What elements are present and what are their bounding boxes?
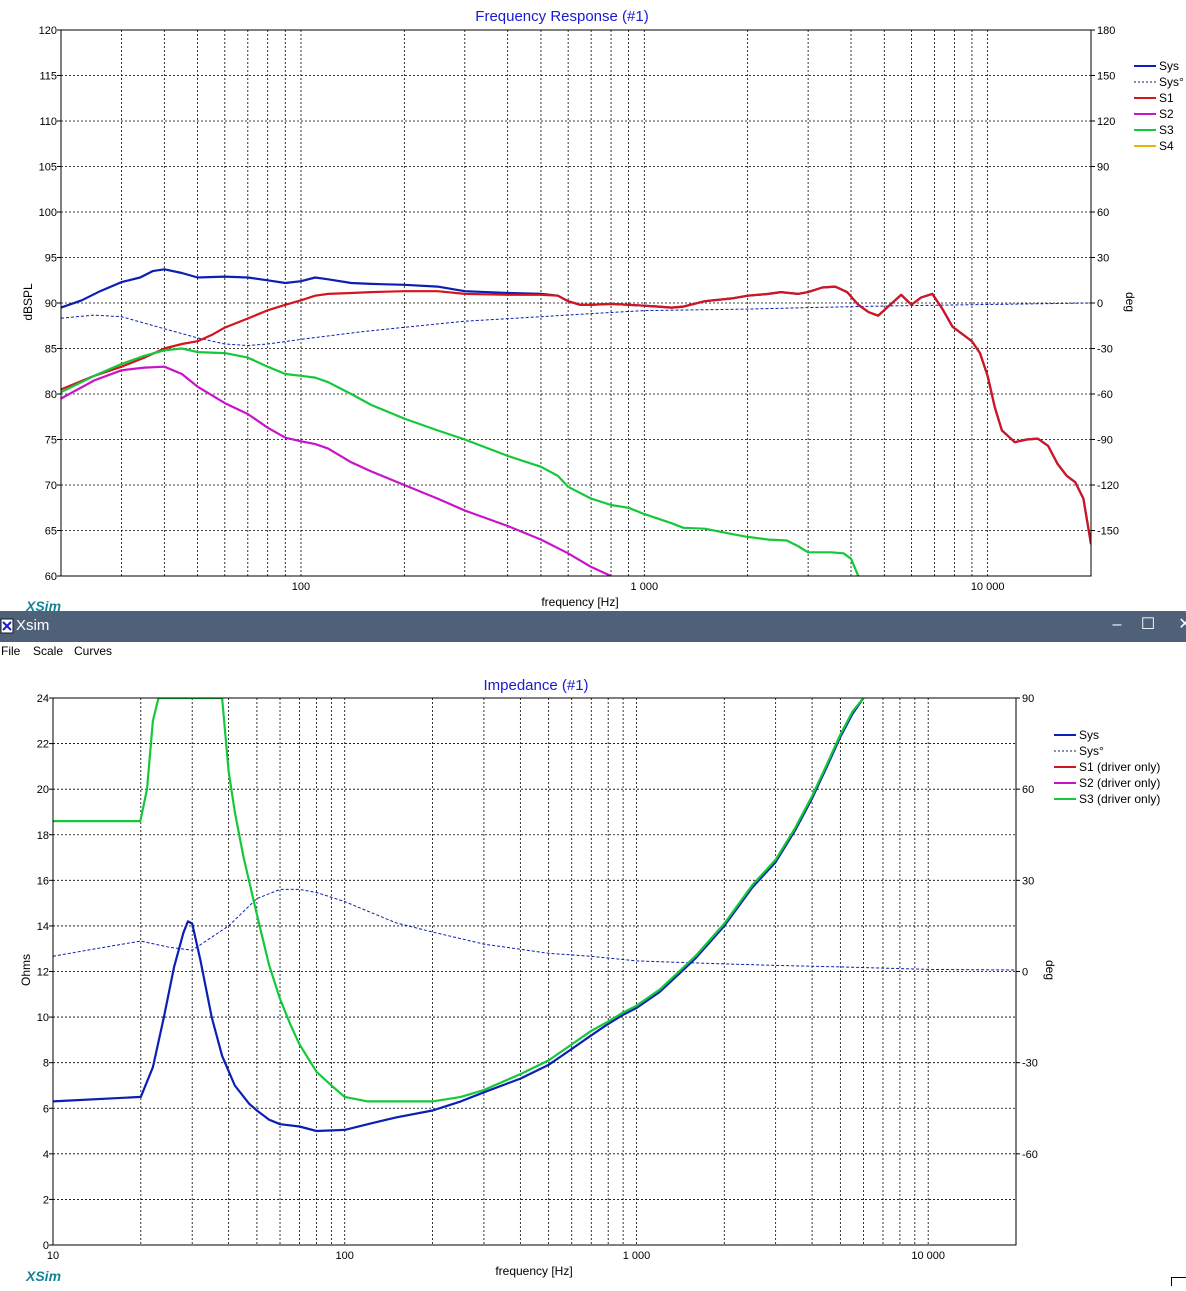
legend-label-4[interactable]: S3 (1159, 123, 1174, 137)
y-tick-label: 60 (45, 571, 57, 583)
y-tick-label: 110 (39, 116, 57, 128)
x-tick-label: 100 (336, 1250, 354, 1262)
legend-label-2[interactable]: S1 (1159, 91, 1174, 105)
plot-frame (52, 697, 1017, 1246)
y2-tick-label: 90 (1097, 162, 1109, 174)
close-button[interactable]: ✕ (1178, 616, 1186, 633)
series-line-2 (61, 285, 1091, 545)
menu-bar: File Scale Curves (0, 642, 1186, 662)
y-tick-label: 12 (37, 967, 49, 979)
x-tick-label: 10 (47, 1250, 59, 1262)
y-tick-label: 95 (45, 253, 57, 265)
series-line-1 (53, 888, 1016, 971)
frequency-response-chart: 60 65 70 75 80 85 90 95 100 105 110 115 120 -150 -120 -… (21, 8, 1184, 609)
y-tick-label: 100 (39, 207, 57, 219)
xsim-app-icon (0, 618, 14, 634)
x-tick-label: 10 000 (971, 581, 1005, 593)
plot-frame (60, 29, 1092, 577)
y-tick-label: 115 (39, 71, 57, 83)
y-tick-label: 22 (37, 739, 49, 751)
y-tick-label: 2 (43, 1194, 49, 1206)
y2-tick-label: 90 (1022, 693, 1034, 705)
y-tick-label: 10 (37, 1012, 49, 1024)
series-line-0 (53, 698, 865, 1133)
y2-tick-label: 150 (1097, 71, 1115, 83)
chart-title: Frequency Response (#1) (475, 8, 648, 25)
legend-label-0[interactable]: Sys (1159, 59, 1179, 73)
series-line-1 (61, 302, 1091, 346)
y-tick-label: 80 (45, 389, 57, 401)
window-title: Xsim (16, 617, 50, 634)
y2-tick-label: 120 (1097, 116, 1115, 128)
y-tick-label: 16 (37, 875, 49, 887)
y2-axis-label: deg (1123, 292, 1137, 312)
y2-tick-label: 180 (1097, 25, 1115, 37)
chart-title: Impedance (#1) (483, 677, 588, 694)
y2-tick-label: 60 (1097, 207, 1109, 219)
legend-label-1[interactable]: Sys° (1079, 744, 1104, 758)
window-titlebar[interactable]: Xsim – ☐ ✕ (0, 611, 1186, 642)
x-tick-label: 100 (292, 581, 310, 593)
top-brand-area: XSim (25, 598, 61, 612)
y-tick-label: 8 (43, 1058, 49, 1070)
legend-label-2[interactable]: S1 (driver only) (1079, 760, 1160, 774)
y2-tick-label: 60 (1022, 784, 1034, 796)
y2-tick-label: -120 (1097, 480, 1119, 492)
menu-file[interactable]: File (1, 644, 21, 658)
y2-tick-label: 30 (1097, 253, 1109, 265)
y2-tick-label: -60 (1022, 1149, 1038, 1161)
y-tick-label: 6 (43, 1103, 49, 1115)
y2-tick-label: -60 (1097, 389, 1113, 401)
y-tick-label: 90 (45, 298, 57, 310)
y2-axis-label: deg (1043, 960, 1057, 980)
xsim-brand-logo: XSim (25, 1268, 61, 1284)
x-tick-label: 1 000 (631, 581, 659, 593)
frequency-response-panel: 60 65 70 75 80 85 90 95 100 105 110 115 120 -150 -120 -… (0, 0, 1186, 611)
resize-grip[interactable] (1171, 1277, 1186, 1286)
menu-scale[interactable]: Scale (33, 644, 64, 658)
x-tick-label: 1 000 (623, 1250, 651, 1262)
y-tick-label: 105 (39, 162, 57, 174)
y-axis-label: Ohms (19, 954, 33, 986)
menu-curves[interactable]: Curves (74, 644, 113, 658)
x-axis-label: frequency [Hz] (495, 1264, 572, 1278)
y2-tick-label: -30 (1022, 1058, 1038, 1070)
xsim-brand-logo: XSim (25, 598, 61, 612)
y-tick-label: 4 (43, 1149, 49, 1161)
legend-label-3[interactable]: S2 (driver only) (1079, 776, 1160, 790)
y-tick-label: 24 (37, 693, 49, 705)
legend-label-0[interactable]: Sys (1079, 728, 1099, 742)
y-tick-label: 14 (37, 921, 49, 933)
y2-tick-label: 0 (1022, 967, 1028, 979)
x-tick-label: 10 000 (911, 1250, 945, 1262)
minimize-button[interactable]: – (1112, 616, 1122, 633)
y-tick-label: 120 (39, 25, 57, 37)
maximize-button[interactable]: ☐ (1140, 616, 1156, 633)
legend-label-1[interactable]: Sys° (1159, 75, 1184, 89)
y2-tick-label: -30 (1097, 344, 1113, 356)
series-line-3 (61, 365, 612, 576)
y-tick-label: 20 (37, 784, 49, 796)
series-line-4 (53, 698, 865, 1103)
legend-label-5[interactable]: S4 (1159, 139, 1174, 153)
y-tick-label: 0 (43, 1240, 49, 1252)
y-axis-label: dBSPL (21, 283, 35, 321)
y-tick-label: 18 (37, 830, 49, 842)
y2-tick-label: 0 (1097, 298, 1103, 310)
y-tick-label: 85 (45, 344, 57, 356)
y2-tick-label: -150 (1097, 526, 1119, 538)
y2-tick-label: -90 (1097, 435, 1113, 447)
y-tick-label: 75 (45, 435, 57, 447)
legend-label-3[interactable]: S2 (1159, 107, 1174, 121)
y2-tick-label: 30 (1022, 875, 1034, 887)
y-tick-label: 65 (45, 526, 57, 538)
series-line-4 (61, 347, 860, 576)
series-line-0 (61, 268, 1091, 545)
impedance-panel: 0 2 4 6 8 10 12 14 16 18 20 22 24 -60 -30 0 30 60 90 10 100 1… (0, 660, 1186, 1286)
x-axis-label: frequency [Hz] (541, 595, 618, 609)
y-tick-label: 70 (45, 480, 57, 492)
legend-label-4[interactable]: S3 (driver only) (1079, 792, 1160, 806)
